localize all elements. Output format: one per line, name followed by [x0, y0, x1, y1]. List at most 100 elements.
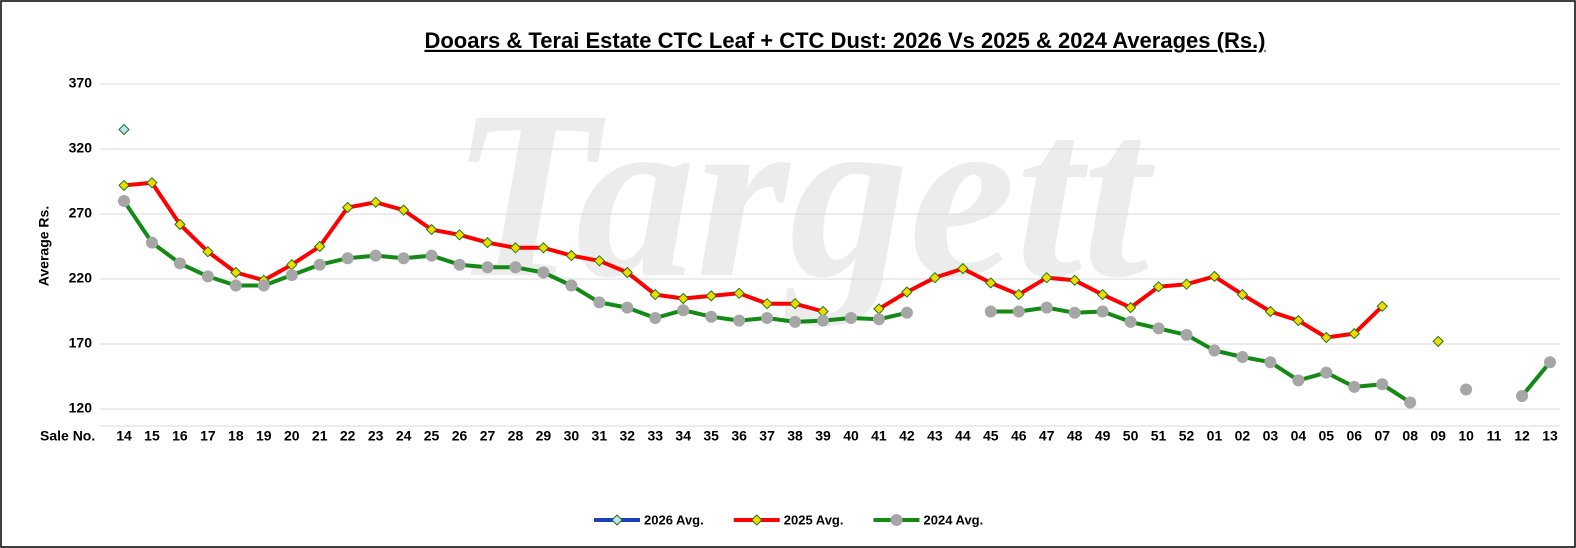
marker: [118, 123, 130, 136]
marker: [174, 218, 186, 231]
marker: [369, 249, 382, 262]
marker: [285, 269, 298, 282]
marker: [1236, 351, 1249, 363]
marker: [425, 223, 438, 236]
marker: [901, 286, 913, 298]
x-tick-label: 22: [340, 428, 356, 444]
x-tick-label: 25: [424, 428, 440, 444]
x-tick-label: 35: [703, 428, 719, 444]
x-tick-label: 39: [815, 428, 831, 444]
marker: [1348, 380, 1361, 393]
x-tick-label: 17: [200, 428, 216, 444]
series: [118, 177, 1444, 348]
y-tick-label: 220: [69, 270, 93, 286]
series: [118, 195, 1556, 409]
x-tick-label: 20: [284, 428, 300, 444]
marker: [761, 297, 773, 310]
chart-title: Dooars & Terai Estate CTC Leaf + CTC Dus…: [424, 28, 1265, 53]
x-tick-label: 36: [731, 428, 747, 444]
marker: [984, 305, 997, 318]
x-tick-label: 09: [1430, 428, 1446, 444]
marker: [118, 179, 130, 192]
marker: [453, 229, 466, 241]
marker: [453, 258, 466, 271]
marker: [1124, 315, 1137, 328]
marker: [1376, 378, 1389, 391]
marker: [397, 252, 410, 265]
marker: [1208, 270, 1221, 283]
x-tick-label: 07: [1374, 428, 1390, 444]
x-axis-label: Sale No.: [40, 428, 95, 444]
y-tick-label: 370: [69, 75, 93, 91]
x-tick-label: 12: [1514, 428, 1530, 444]
marker: [1264, 356, 1277, 369]
marker: [1152, 322, 1165, 335]
marker: [509, 242, 522, 254]
y-tick-label: 320: [69, 140, 93, 156]
marker: [705, 310, 718, 323]
marker: [593, 296, 606, 309]
marker: [1320, 366, 1333, 379]
marker: [509, 261, 522, 274]
marker: [929, 271, 941, 284]
marker: [537, 266, 550, 279]
legend-label: 2025 Avg.: [784, 512, 844, 527]
x-tick-label: 50: [1123, 428, 1139, 444]
marker: [1544, 356, 1556, 369]
y-axis-label: Average Rs.: [36, 206, 52, 286]
marker: [1068, 274, 1081, 287]
x-tick-label: 23: [368, 428, 384, 444]
marker: [1180, 278, 1193, 290]
y-tick-label: 270: [69, 205, 93, 221]
x-tick-label: 15: [144, 428, 160, 444]
x-tick-label: 46: [1011, 428, 1027, 444]
x-tick-label: 04: [1291, 428, 1307, 444]
marker: [1124, 301, 1137, 314]
marker: [1376, 300, 1388, 313]
marker: [341, 201, 354, 214]
marker: [201, 270, 214, 283]
marker: [844, 312, 857, 324]
marker: [890, 514, 903, 526]
marker: [1041, 271, 1053, 284]
legend-label: 2024 Avg.: [924, 512, 984, 527]
marker: [257, 279, 270, 292]
series: [118, 123, 130, 136]
x-tick-label: 11: [1487, 428, 1502, 444]
x-tick-label: 27: [480, 428, 496, 444]
x-tick-label: 52: [1179, 428, 1195, 444]
x-tick-label: 18: [228, 428, 244, 444]
marker: [1208, 344, 1221, 357]
marker: [565, 249, 578, 262]
marker: [1432, 335, 1444, 348]
marker: [1040, 301, 1053, 314]
marker: [677, 304, 690, 317]
marker: [1404, 396, 1417, 409]
x-tick-label: 29: [536, 428, 552, 444]
x-tick-label: 45: [983, 428, 999, 444]
marker: [789, 297, 801, 310]
marker: [1348, 327, 1360, 340]
x-tick-label: 48: [1067, 428, 1083, 444]
x-tick-label: 32: [620, 428, 636, 444]
marker: [425, 249, 438, 262]
marker: [230, 266, 242, 279]
marker: [789, 315, 802, 328]
marker: [173, 257, 186, 270]
marker: [957, 262, 969, 275]
marker: [1180, 328, 1193, 341]
x-tick-label: 16: [172, 428, 188, 444]
x-tick-label: 24: [396, 428, 412, 444]
x-tick-label: 31: [592, 428, 608, 444]
x-tick-label: 30: [564, 428, 580, 444]
x-tick-label: 40: [843, 428, 859, 444]
marker: [733, 287, 745, 300]
marker: [1516, 390, 1529, 402]
marker: [1320, 331, 1333, 344]
marker: [649, 312, 662, 324]
x-tick-label: 44: [955, 428, 971, 444]
marker: [565, 279, 578, 292]
marker: [202, 245, 214, 258]
x-tick-label: 28: [508, 428, 524, 444]
